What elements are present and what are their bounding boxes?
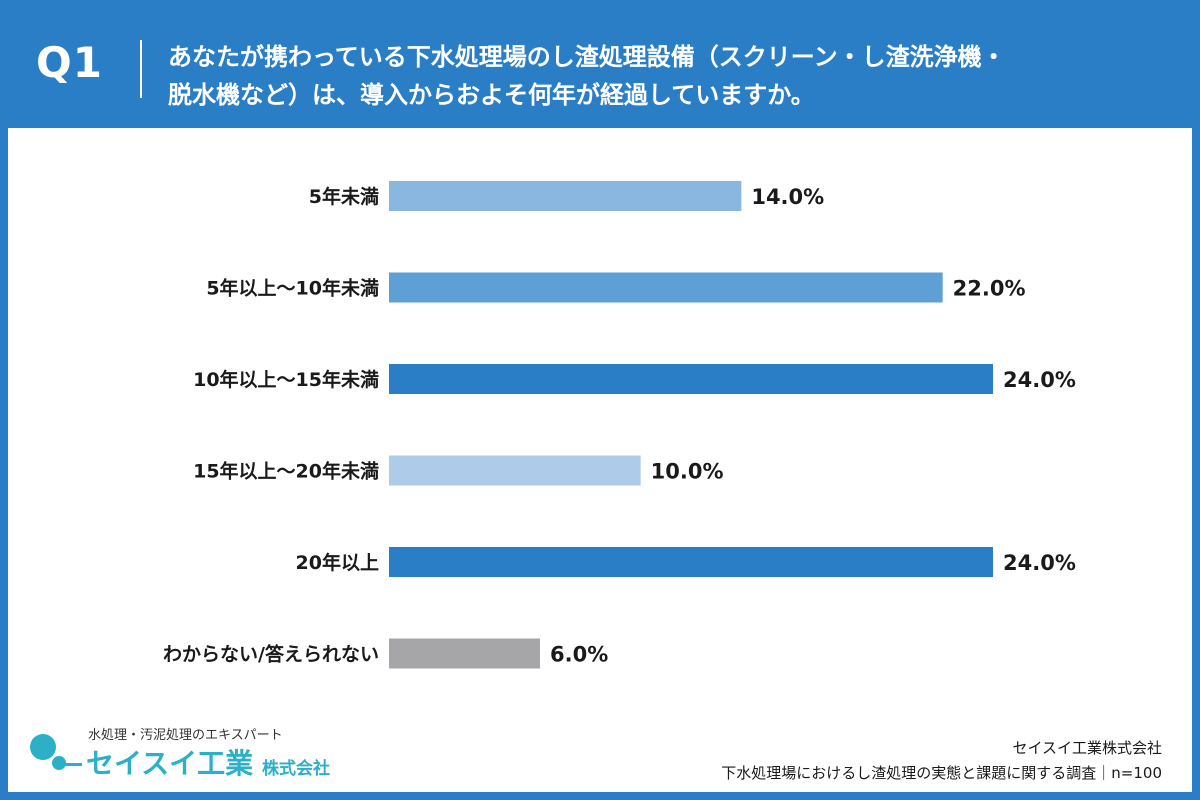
category-label: 10年以上〜15年未満 [193, 368, 379, 391]
question-text-line1: あなたが携わっている下水処理場のし渣処理設備（スクリーン・し渣洗浄機・ [168, 43, 1006, 71]
value-label: 24.0% [1003, 368, 1076, 392]
logo-circle-icon [30, 734, 56, 760]
value-label: 14.0% [751, 185, 824, 209]
category-label: 20年以上 [296, 551, 379, 574]
source-survey: 下水処理場におけるし渣処理の実態と課題に関する調査｜n=100 [721, 764, 1162, 782]
category-label: 15年以上〜20年未満 [193, 460, 379, 483]
bar-chart: 5年未満 14.0% 5年以上〜10年未満 22.0% 10年以上〜15年未満 24.0%… [163, 181, 1076, 669]
bar [389, 272, 943, 303]
logo-line-icon [60, 763, 82, 766]
logo-tagline: 水処理・汚泥処理のエキスパート [88, 728, 283, 743]
question-text: あなたが携わっている下水処理場のし渣処理設備（スクリーン・し渣洗浄機・ 脱水機な… [168, 38, 1168, 114]
company-logo: 水処理・汚泥処理のエキスパート セイスイ工業 株式会社 [30, 722, 390, 782]
bar [389, 364, 993, 394]
header-banner: Q1 あなたが携わっている下水処理場のし渣処理設備（スクリーン・し渣洗浄機・ 脱… [0, 0, 1200, 128]
question-number: Q1 [36, 38, 103, 87]
value-label: 6.0% [550, 643, 608, 667]
category-label: わからない/答えられない [163, 643, 379, 666]
logo-suffix: 株式会社 [262, 759, 330, 779]
logo-name: セイスイ工業 [86, 747, 254, 780]
source-company: セイスイ工業株式会社 [1012, 739, 1162, 757]
bar [389, 638, 540, 669]
bar [389, 455, 641, 486]
bar [389, 181, 742, 211]
category-label: 5年以上〜10年未満 [206, 277, 379, 300]
value-label: 22.0% [953, 277, 1026, 301]
question-text-line2: 脱水機など）は、導入からおよそ何年が経過していますか。 [168, 81, 815, 109]
logo-dot-icon [52, 756, 66, 770]
bar [389, 547, 993, 577]
header-divider [140, 40, 142, 98]
chart-panel: 5年未満 14.0% 5年以上〜10年未満 22.0% 10年以上〜15年未満 24.0%… [8, 128, 1192, 792]
category-label: 5年未満 [309, 185, 379, 208]
value-label: 10.0% [651, 460, 724, 484]
value-label: 24.0% [1003, 551, 1076, 575]
